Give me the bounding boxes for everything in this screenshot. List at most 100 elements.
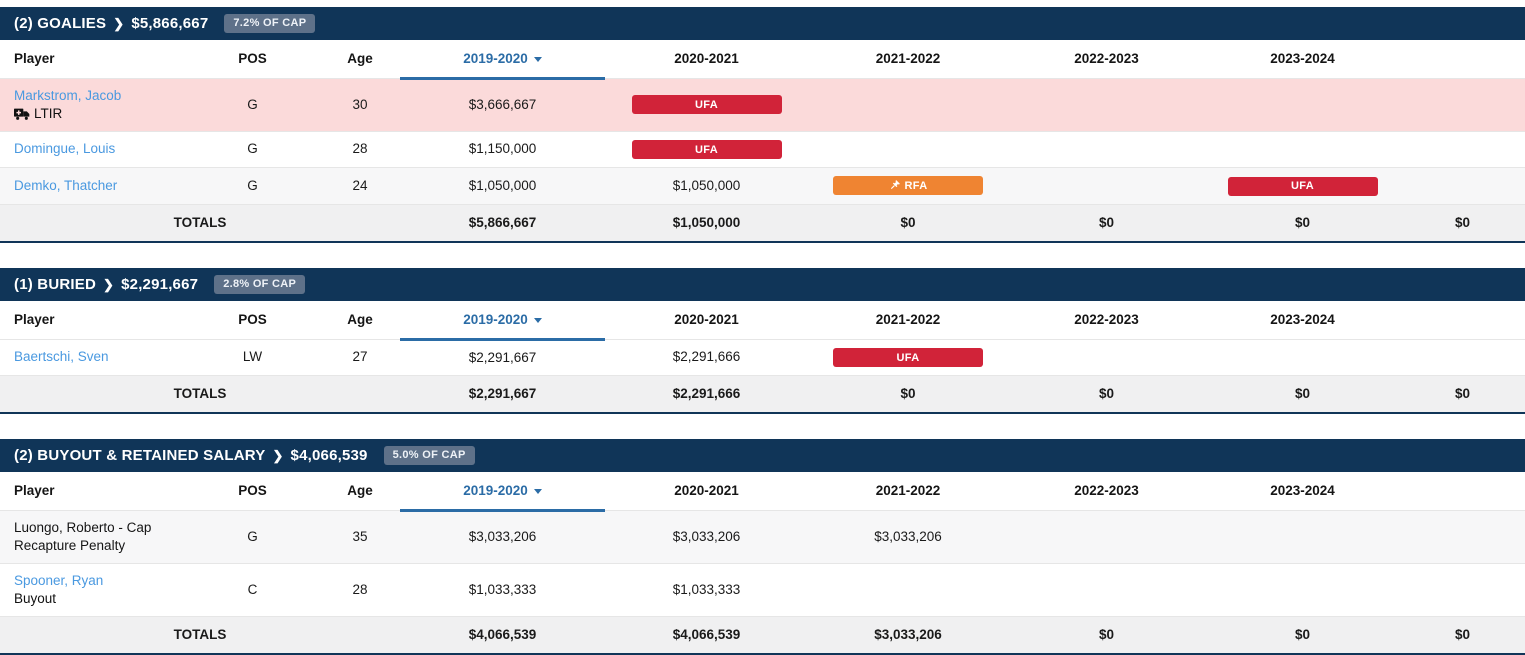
ufa-badge: UFA [631,95,782,115]
player-row-demko: Demko, Thatcher G 24 $1,050,000 $1,050,0… [0,167,1525,205]
player-link[interactable]: Domingue, Louis [14,141,116,157]
season-dropdown[interactable]: 2019-2020 [400,40,605,80]
player-link[interactable]: Spooner, Ryan [14,572,104,588]
cap-hit-cell [1205,131,1400,168]
cap-hit-cell: $3,033,206 [400,510,605,564]
cap-hit-cell [1400,563,1525,617]
pos-cell: C [185,563,320,617]
caret-down-icon [533,317,542,323]
age-cell: 28 [320,131,400,168]
season-dropdown[interactable]: 2019-2020 [400,472,605,512]
column-header-season: 2022-2023 [1008,472,1205,511]
column-header-season: 2020-2021 [605,301,808,340]
cap-hit-cell [808,563,1008,617]
cap-hit-cell: $3,666,667 [400,78,605,132]
cap-hit-cell: UFA [1205,167,1400,205]
season-dropdown[interactable]: 2019-2020 [400,301,605,341]
column-header-player: Player [0,40,185,79]
player-cell: Baertschi, Sven [0,339,185,376]
active-season-label: 2019-2020 [463,50,528,66]
pos-cell: G [185,167,320,205]
totals-label: TOTALS [0,204,400,242]
column-header-season: 2021-2022 [808,472,1008,511]
player-status: Buyout [14,590,185,608]
player-link[interactable]: Baertschi, Sven [14,349,109,365]
pos-cell: G [185,78,320,132]
age-cell: 35 [320,510,400,564]
cap-hit-cell: $1,150,000 [400,131,605,168]
section-header: (2) BUYOUT & RETAINED SALARY ❯ $4,066,53… [0,439,1525,472]
totals-cell: $1,050,000 [605,204,808,242]
totals-cell: $0 [1205,375,1400,413]
column-header-season-blank [1400,472,1525,511]
column-header-season: 2023-2024 [1205,301,1400,340]
totals-cell: $5,866,667 [400,204,605,242]
cap-hit-cell: $1,050,000 [605,167,808,205]
section-total-amount: $5,866,667 [131,15,209,32]
cap-hit-cell [1400,131,1525,168]
player-row-markstrom: Markstrom, Jacob LTIR G 30 $3,66 [0,78,1525,132]
column-header-row: Player POS Age 2019-2020 2020-2021 2021-… [0,301,1525,341]
player-name: Luongo, Roberto - Cap Recapture Penalty [14,519,152,553]
totals-cell: $0 [1205,616,1400,654]
cap-hit-cell [808,78,1008,132]
player-row-baertschi: Baertschi, Sven LW 27 $2,291,667 $2,291,… [0,339,1525,376]
cap-percentage-badge: 5.0% OF CAP [383,446,475,465]
player-cell: Spooner, Ryan Buyout [0,563,185,617]
totals-cell: $0 [1400,616,1525,654]
ambulance-icon [14,108,30,120]
totals-label: TOTALS [0,375,400,413]
column-header-season: 2023-2024 [1205,40,1400,79]
totals-row: TOTALS $5,866,667 $1,050,000 $0 $0 $0 $0 [0,204,1525,242]
cap-hit-cell [1008,563,1205,617]
section-header: (1) BURIED ❯ $2,291,667 2.8% OF CAP [0,268,1525,301]
column-header-season: 2022-2023 [1008,301,1205,340]
column-header-age: Age [320,40,400,79]
player-row-spooner: Spooner, Ryan Buyout C 28 $1,033,333 $1,… [0,563,1525,617]
section-title: (2) BUYOUT & RETAINED SALARY ❯ $4,066,53… [14,447,368,464]
column-header-season: 2020-2021 [605,40,808,79]
rfa-label: RFA [904,179,928,192]
section-total-amount: $4,066,539 [290,447,368,464]
cap-hit-cell [1008,78,1205,132]
active-season-label: 2019-2020 [463,311,528,327]
column-header-player: Player [0,301,185,340]
player-cell: Luongo, Roberto - Cap Recapture Penalty [0,510,185,564]
cap-hit-cell [1008,339,1205,376]
cap-hit-cell: $2,291,666 [605,339,808,376]
totals-cell: $2,291,667 [400,375,605,413]
player-status: LTIR [14,105,185,123]
totals-cell: $0 [1400,204,1525,242]
totals-cell: $4,066,539 [605,616,808,654]
status-label: LTIR [34,105,63,121]
player-link[interactable]: Markstrom, Jacob [14,87,122,103]
active-season-label: 2019-2020 [463,482,528,498]
totals-cell: $0 [808,204,1008,242]
column-header-player: Player [0,472,185,511]
section-title: (1) BURIED ❯ $2,291,667 [14,276,198,293]
player-link[interactable]: Demko, Thatcher [14,178,118,193]
totals-cell: $0 [1008,616,1205,654]
chevron-right-icon: ❯ [113,15,125,31]
totals-label: TOTALS [0,616,400,654]
rfa-badge: RFA [833,176,983,195]
age-cell: 28 [320,563,400,617]
column-header-season-blank [1400,40,1525,79]
pos-cell: G [185,131,320,168]
cap-hit-cell [1205,78,1400,132]
chevron-right-icon: ❯ [272,447,284,463]
totals-row: TOTALS $2,291,667 $2,291,666 $0 $0 $0 $0 [0,375,1525,413]
gavel-icon [890,180,900,189]
cap-hit-cell: UFA [605,131,808,168]
totals-cell: $2,291,666 [605,375,808,413]
section-count-label: (1) BURIED [14,276,97,293]
cap-hit-cell [1400,339,1525,376]
cap-hit-cell: $1,033,333 [400,563,605,617]
ufa-badge: UFA [833,348,983,367]
column-header-season: 2022-2023 [1008,40,1205,79]
section-goalies: (2) GOALIES ❯ $5,866,667 7.2% OF CAP Pla… [0,7,1525,243]
cap-hit-cell: UFA [808,339,1008,376]
totals-row: TOTALS $4,066,539 $4,066,539 $3,033,206 … [0,616,1525,654]
cap-hit-cell: UFA [605,78,808,132]
pos-cell: LW [185,339,320,376]
